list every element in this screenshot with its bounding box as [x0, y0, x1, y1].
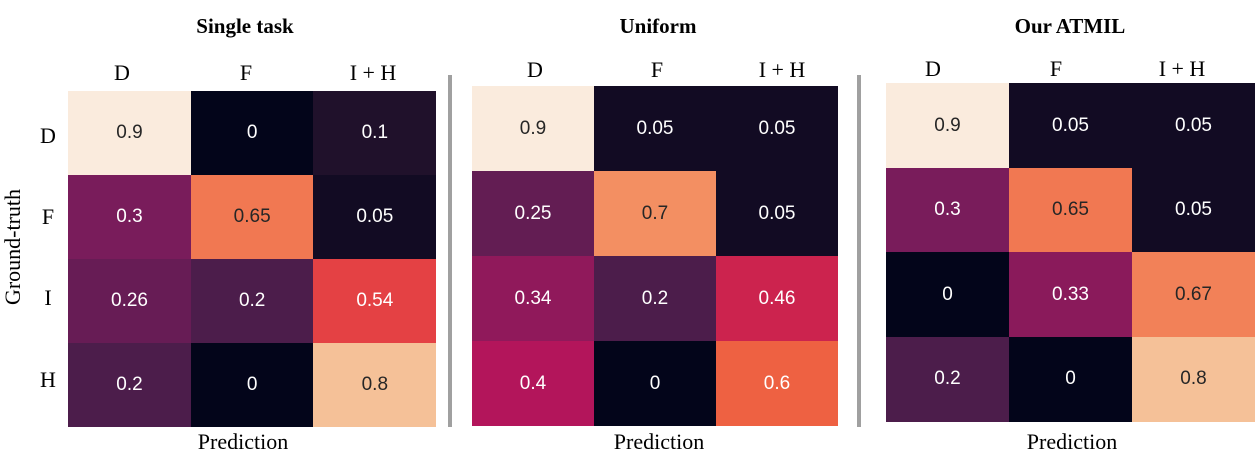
panel-1-col-label-f: F [239, 60, 253, 85]
panel-1-heatmap: 0.9 0 0.1 0.3 0.65 0.05 0.26 0.2 0.54 0.2 0 0.8 [68, 91, 437, 427]
heatmap-cell: 0 [594, 341, 716, 426]
panel-2-col-label-f: F [650, 57, 664, 82]
heatmap-cell: 0.2 [190, 259, 314, 343]
panel-2-col-label-d: D [527, 57, 543, 82]
heatmap-cell: 0.65 [190, 175, 314, 259]
heatmap-cell: 0 [1009, 336, 1132, 422]
heatmap-cell: 0.05 [1009, 83, 1132, 168]
panel-3-col-label-d: D [925, 56, 941, 81]
panel-1-col-label-d: D [114, 60, 130, 85]
heatmap-cell: 0.8 [313, 343, 437, 427]
panel-3-title: Our ATMIL [1014, 14, 1126, 38]
panel-2-x-axis-label: Prediction [613, 429, 705, 454]
heatmap-cell: 0.05 [1132, 167, 1255, 253]
heatmap-cell: 0.4 [472, 341, 594, 426]
panel-3-col-label-f: F [1049, 56, 1063, 81]
panel-2-title: Uniform [619, 14, 697, 38]
heatmap-cell: 0.7 [594, 171, 716, 256]
heatmap-cell: 0.26 [68, 259, 191, 343]
panel-3-heatmap: 0.9 0.05 0.05 0.3 0.65 0.05 0 0.33 0.67 0.2 0 0.8 [886, 83, 1255, 422]
heatmap-cell: 0.67 [1132, 252, 1255, 337]
heatmap-cell: 0 [886, 252, 1009, 337]
heatmap-cell: 0.33 [1009, 252, 1132, 337]
heatmap-cell: 0.46 [716, 256, 838, 341]
panel-divider-1 [448, 75, 452, 427]
heatmap-cell: 0.25 [472, 171, 594, 256]
panel-divider-2 [857, 75, 861, 427]
heatmap-cell: 0.8 [1132, 336, 1255, 422]
heatmap-cell: 0.05 [716, 86, 838, 171]
panel-1-row-label-f: F [41, 204, 55, 229]
panel-1-row-label-h: H [40, 367, 56, 392]
heatmap-cell: 0.2 [886, 336, 1009, 422]
heatmap-cell: 0.05 [594, 86, 716, 171]
heatmap-cell: 0.3 [886, 167, 1009, 253]
panel-1-row-label-i: I [44, 285, 52, 310]
heatmap-cell: 0.65 [1009, 167, 1132, 253]
heatmap-cell: 0.9 [886, 83, 1009, 168]
panel-3-x-axis-label: Prediction [1026, 429, 1118, 454]
heatmap-cell: 0.9 [472, 86, 594, 171]
heatmap-cell: 0.3 [68, 175, 191, 259]
panel-1-row-label-d: D [40, 123, 56, 148]
panel-3-col-label-ih: I + H [1158, 56, 1206, 81]
y-axis-label: Ground-truth [0, 188, 25, 306]
panel-2-col-label-ih: I + H [758, 57, 806, 82]
heatmap-cell: 0.2 [594, 256, 716, 341]
heatmap-cell: 0.6 [716, 341, 838, 426]
heatmap-cell: 0.2 [68, 343, 191, 427]
heatmap-cell: 0 [190, 343, 314, 427]
heatmap-cell: 0.9 [68, 91, 191, 175]
panel-2-heatmap: 0.9 0.05 0.05 0.25 0.7 0.05 0.34 0.2 0.46 0.4 0 0.6 [472, 86, 838, 426]
panel-1-title: Single task [196, 14, 294, 38]
panel-1-x-axis-label: Prediction [197, 429, 289, 454]
heatmap-cell: 0.1 [313, 91, 437, 175]
heatmap-cell: 0.05 [1132, 83, 1255, 168]
panel-1-col-label-ih: I + H [349, 60, 397, 85]
heatmap-cell: 0.34 [472, 256, 594, 341]
heatmap-cell: 0.54 [313, 259, 437, 343]
heatmap-cell: 0.05 [313, 175, 437, 259]
heatmap-cell: 0 [190, 91, 314, 175]
heatmap-cell: 0.05 [716, 171, 838, 256]
